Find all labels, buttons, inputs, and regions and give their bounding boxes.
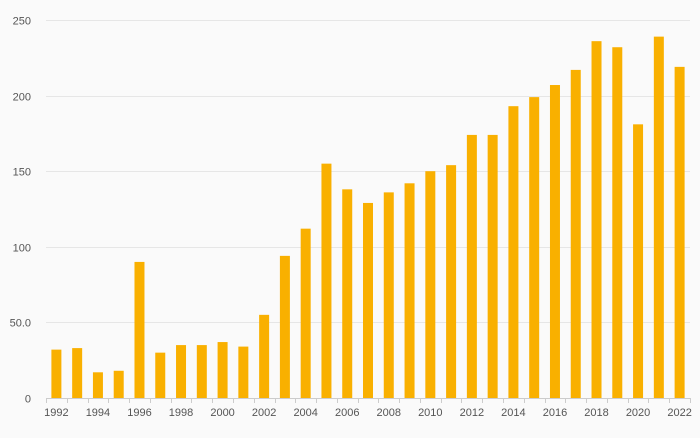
bar-2006 xyxy=(342,189,353,398)
bar-1996 xyxy=(134,261,145,398)
bar-2022 xyxy=(674,66,685,399)
bar-2012 xyxy=(466,134,477,398)
x-tick-label: 2018 xyxy=(584,407,608,419)
y-tick-label: 50.0 xyxy=(10,318,31,330)
grid-layer xyxy=(46,20,690,323)
x-tick-label: 2002 xyxy=(252,407,276,419)
bar-2018 xyxy=(591,41,602,399)
bar-2019 xyxy=(612,47,623,398)
bar-2007 xyxy=(363,202,373,398)
bar-1998 xyxy=(176,345,187,398)
bar-2003 xyxy=(279,255,290,398)
bar-2016 xyxy=(549,85,560,399)
x-tick-label: 2010 xyxy=(418,407,442,419)
bar-2000 xyxy=(217,342,228,398)
bar-2001 xyxy=(238,346,249,398)
axis-layer: 0 50.0 100 150 200 250 1992 1994 1996 1998 2000 200… xyxy=(10,16,692,420)
x-tick-label: 2020 xyxy=(626,407,650,419)
bar-1997 xyxy=(155,352,166,398)
bar-2009 xyxy=(404,183,415,398)
x-tick-label: 2012 xyxy=(460,407,484,419)
bar-2017 xyxy=(570,69,581,399)
bar-2010 xyxy=(425,171,436,398)
x-tick-label: 2004 xyxy=(293,407,317,419)
bar-1992 xyxy=(51,349,62,398)
x-tick-label: 2016 xyxy=(543,407,567,419)
x-tick-label: 2022 xyxy=(667,407,691,419)
x-tick-label: 2014 xyxy=(501,407,525,419)
bar-2005 xyxy=(321,163,332,398)
bar-2014 xyxy=(508,106,519,399)
bar-2008 xyxy=(383,192,394,398)
bar-2020 xyxy=(633,124,644,398)
bar-2002 xyxy=(259,314,270,398)
x-tick-label: 2006 xyxy=(335,407,359,419)
x-tick-label: 2000 xyxy=(210,407,234,419)
bar-2011 xyxy=(446,165,457,398)
bar-1994 xyxy=(92,372,103,398)
y-tick-label: 150 xyxy=(13,167,31,179)
bar-2015 xyxy=(529,97,540,399)
bar-1993 xyxy=(72,348,83,398)
y-tick-label: 100 xyxy=(13,243,31,255)
x-tick-label: 1994 xyxy=(86,407,110,419)
x-tick-label: 2008 xyxy=(377,407,401,419)
y-tick-label: 250 xyxy=(13,16,31,28)
bar-1999 xyxy=(196,345,207,398)
y-tick-label: 200 xyxy=(13,92,31,104)
y-tick-label: 0 xyxy=(25,394,31,406)
bar-2004 xyxy=(300,228,311,398)
x-tick-label: 1998 xyxy=(169,407,193,419)
bar-layer xyxy=(51,36,685,399)
bar-2013 xyxy=(487,134,498,398)
bar-1995 xyxy=(113,370,124,398)
bar-2021 xyxy=(653,36,664,398)
x-tick-label: 1992 xyxy=(44,407,68,419)
x-tick-label: 1996 xyxy=(127,407,151,419)
